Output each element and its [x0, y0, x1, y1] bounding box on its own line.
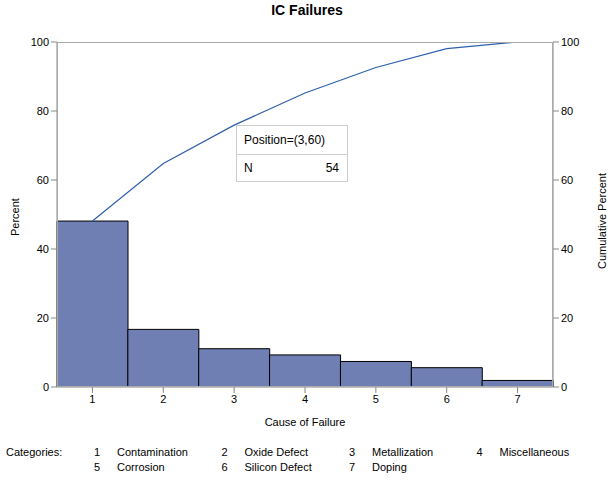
html-text:Contamination: Contamination: [117, 446, 188, 458]
html-text:Silicon Defect: Silicon Defect: [244, 461, 312, 473]
html-text:Doping: Doping: [372, 461, 407, 473]
html-text:Cause of Failure: Cause of Failure: [264, 416, 346, 428]
svg-text:100: 100: [31, 36, 49, 48]
svg-text:6: 6: [444, 393, 450, 405]
html-text:Metallization: Metallization: [372, 446, 434, 458]
svg-text:60: 60: [561, 174, 573, 186]
svg-text:0: 0: [561, 381, 567, 393]
html-text:7: 7: [349, 461, 356, 473]
html-text:3: 3: [349, 446, 356, 458]
html-text:Miscellaneous: Miscellaneous: [499, 446, 570, 458]
svg-text:5: 5: [373, 393, 379, 405]
html-text:2: 2: [221, 446, 228, 458]
svg-text:80: 80: [561, 105, 573, 117]
html-text:5: 5: [94, 461, 101, 473]
svg-text:1: 1: [89, 393, 95, 405]
html-text:N: N: [244, 161, 253, 175]
svg-text:3: 3: [231, 393, 237, 405]
html-text:Oxide Defect: Oxide Defect: [244, 446, 309, 458]
svg-text:4: 4: [302, 393, 308, 405]
html-text:4: 4: [476, 446, 483, 458]
html-text:IC Failures: IC Failures: [271, 2, 343, 18]
svg-text:2: 2: [160, 393, 166, 405]
svg-text:20: 20: [37, 312, 49, 324]
svg-text:80: 80: [37, 105, 49, 117]
html-text:Cumulative Percent: Cumulative Percent: [596, 173, 608, 269]
html-text:54: 54: [325, 161, 339, 175]
svg-text:40: 40: [37, 243, 49, 255]
svg-text:7: 7: [515, 393, 521, 405]
svg-text:40: 40: [561, 243, 573, 255]
svg-text:60: 60: [37, 174, 49, 186]
html-text:Corrosion: Corrosion: [117, 461, 165, 473]
svg-text:100: 100: [561, 36, 579, 48]
svg-text:0: 0: [43, 381, 49, 393]
html-text:Percent: Percent: [9, 198, 21, 236]
html-text:1: 1: [94, 446, 101, 458]
html-text:6: 6: [221, 461, 228, 473]
svg-text:20: 20: [561, 312, 573, 324]
html-text:Position=(3,60): Position=(3,60): [244, 133, 325, 147]
html-text:Categories:: Categories:: [6, 446, 63, 458]
